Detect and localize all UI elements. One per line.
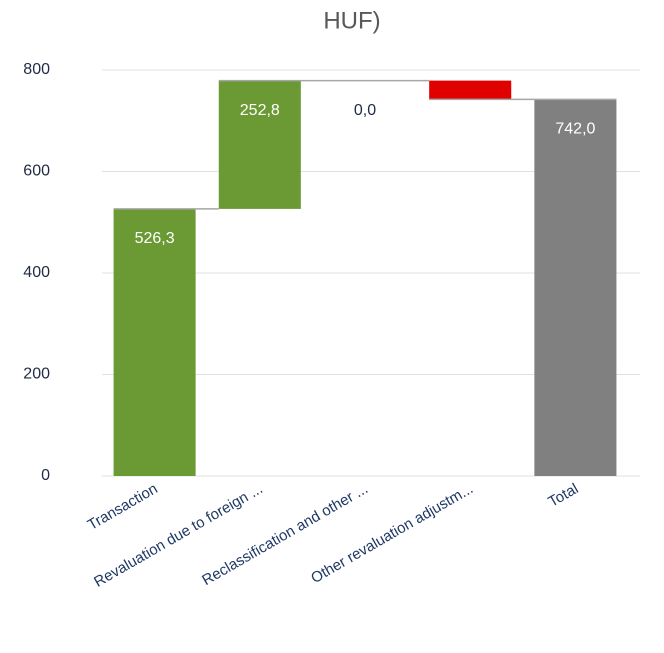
bar: [534, 99, 617, 476]
value-label: 526,3: [135, 230, 175, 247]
value-label: 742,0: [555, 121, 595, 138]
chart-title: HUF): [323, 7, 380, 34]
x-tick-label: Total: [545, 480, 581, 511]
y-tick-label: 600: [23, 163, 50, 180]
y-tick-label: 800: [23, 61, 50, 78]
value-label: 252,8: [240, 102, 280, 119]
y-tick-label: 400: [23, 264, 50, 281]
bar: [113, 208, 196, 476]
y-tick-label: 0: [41, 467, 50, 484]
x-tick-label: Revaluation due to foreign ...: [91, 480, 266, 591]
x-tick-label: Transaction: [85, 480, 161, 534]
y-tick-label: 200: [23, 366, 50, 383]
x-tick-label: Reclassification and other ...: [199, 480, 371, 589]
value-label: 0,0: [354, 102, 376, 119]
bar: [218, 80, 301, 209]
bar: [429, 80, 512, 100]
